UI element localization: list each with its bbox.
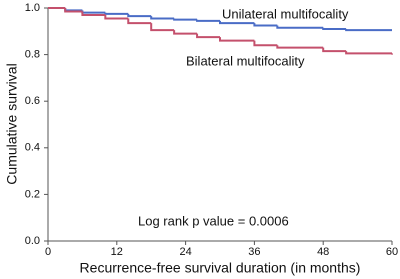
survival-step — [276, 45, 324, 49]
y-tick-label: 0.8 — [25, 49, 40, 61]
survival-step — [104, 12, 129, 15]
y-tick-label: 1.0 — [25, 2, 40, 14]
survival-step — [253, 40, 278, 47]
annotation: Log rank p value = 0.0006 — [138, 213, 289, 228]
survival-step — [196, 19, 220, 22]
survival-step — [322, 47, 347, 53]
x-tick-label: 24 — [179, 246, 191, 258]
survival-step — [173, 30, 198, 35]
x-tick-label: 36 — [248, 246, 260, 258]
survival-step — [64, 8, 83, 13]
x-tick-label: 12 — [111, 246, 123, 258]
y-tick-label: 0.4 — [25, 142, 40, 154]
y-tick-label: 0.2 — [25, 188, 40, 200]
survival-step — [219, 37, 255, 42]
survival-step — [104, 14, 129, 20]
x-tick-label: 48 — [317, 246, 329, 258]
survival-step — [345, 51, 392, 55]
series-label: Bilateral multifocality — [186, 53, 305, 68]
survival-step — [150, 16, 175, 20]
survival-step — [345, 28, 392, 32]
y-tick-label: 0.0 — [25, 235, 40, 247]
series-label: Unilateral multifocality — [222, 6, 349, 21]
survival-step — [219, 20, 255, 25]
survival-step — [276, 25, 324, 29]
x-tick-label: 60 — [386, 246, 398, 258]
survival-step — [150, 23, 175, 32]
survival-step — [64, 8, 83, 12]
x-tick-label: 0 — [45, 246, 51, 258]
survival-step — [127, 18, 152, 25]
survival-step — [253, 23, 278, 27]
y-tick-label: 0.6 — [25, 95, 40, 107]
survival-step — [322, 27, 347, 30]
survival-step — [127, 13, 152, 18]
x-axis-label: Recurrence-free survival duration (in mo… — [80, 260, 361, 276]
y-axis-label: Cumulative survival — [4, 63, 20, 184]
survival-step — [173, 18, 198, 21]
survival-step — [81, 10, 106, 14]
survival-step — [81, 11, 106, 16]
survival-step — [196, 33, 220, 39]
